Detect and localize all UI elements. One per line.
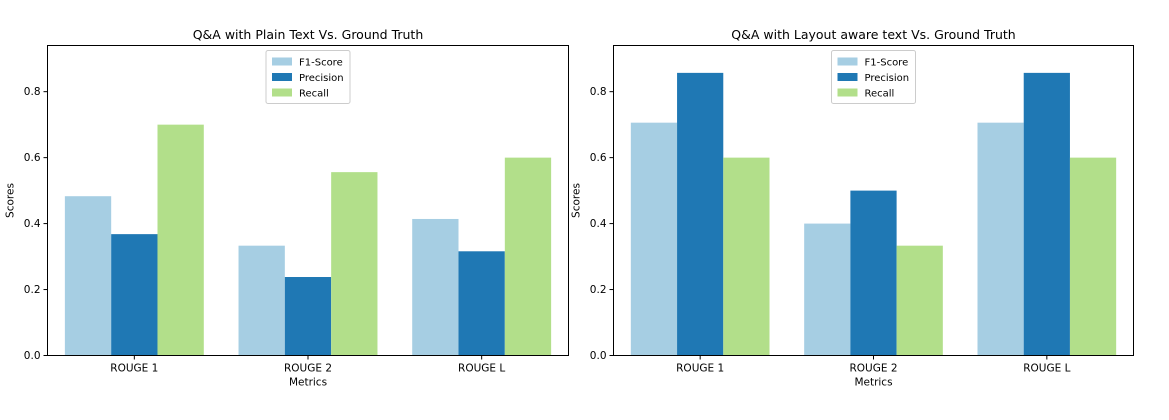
chart-title: Q&A with Layout aware text Vs. Ground Tr… (731, 27, 1015, 42)
y-axis-label: Scores (571, 183, 583, 218)
bar (896, 245, 943, 356)
y-tick-label: 0.0 (590, 350, 607, 362)
bar (284, 277, 332, 356)
legend-label: F1-Score (299, 58, 343, 69)
bar (977, 122, 1024, 356)
bar (850, 190, 897, 356)
bar (64, 196, 112, 356)
legend: F1-Score Precision Recall (831, 50, 916, 104)
x-tick-label: ROUGE 2 (849, 363, 897, 375)
legend-swatch (837, 73, 858, 81)
y-tick-label: 0.2 (590, 284, 607, 296)
y-tick-label: 0.2 (24, 284, 41, 296)
x-tick-label: ROUGE 1 (110, 363, 158, 375)
bar (111, 234, 158, 356)
bar (412, 218, 459, 356)
y-tick-label: 0.6 (24, 152, 41, 164)
legend-swatch (272, 57, 292, 66)
bar (458, 251, 505, 356)
legend-label: F1-Score (865, 58, 909, 69)
bar (804, 223, 851, 356)
x-tick-label: ROUGE 1 (676, 363, 724, 375)
bar (723, 157, 770, 356)
y-tick-label: 0.4 (590, 218, 607, 230)
chart-panel-1: Q&A with Plain Text Vs. Ground Truth 0.0 0… (5, 27, 569, 389)
bar (677, 72, 724, 356)
y-tick-label: 0.4 (24, 218, 41, 230)
legend-swatch (272, 88, 292, 97)
x-tick-label: ROUGE 2 (284, 363, 332, 375)
legend: F1-Score Precision Recall (265, 50, 351, 104)
y-tick-label: 0.8 (24, 86, 41, 98)
legend-label: Recall (865, 89, 895, 100)
bar (1023, 72, 1070, 356)
chart-title: Q&A with Plain Text Vs. Ground Truth (193, 27, 424, 42)
y-tick-label: 0.0 (24, 350, 41, 362)
chart-panel-2: Q&A with Layout aware text Vs. Ground Tr… (571, 27, 1134, 389)
y-axis-label: Scores (5, 183, 17, 218)
bar (238, 245, 285, 356)
bar (504, 157, 552, 356)
x-axis-label: Metrics (854, 377, 892, 389)
bar (1069, 157, 1117, 356)
x-tick-label: ROUGE L (1023, 363, 1070, 375)
x-axis-label: Metrics (289, 377, 327, 389)
legend-swatch (837, 57, 858, 66)
legend-swatch (837, 88, 858, 97)
x-tick-label: ROUGE L (458, 363, 505, 375)
bar (630, 122, 678, 356)
legend-label: Precision (865, 73, 910, 84)
y-tick-label: 0.8 (590, 86, 607, 98)
legend-label: Precision (299, 73, 344, 84)
legend-swatch (272, 73, 292, 81)
y-tick-label: 0.6 (590, 152, 607, 164)
bar (331, 172, 378, 356)
legend-label: Recall (299, 89, 329, 100)
bar (157, 124, 204, 356)
